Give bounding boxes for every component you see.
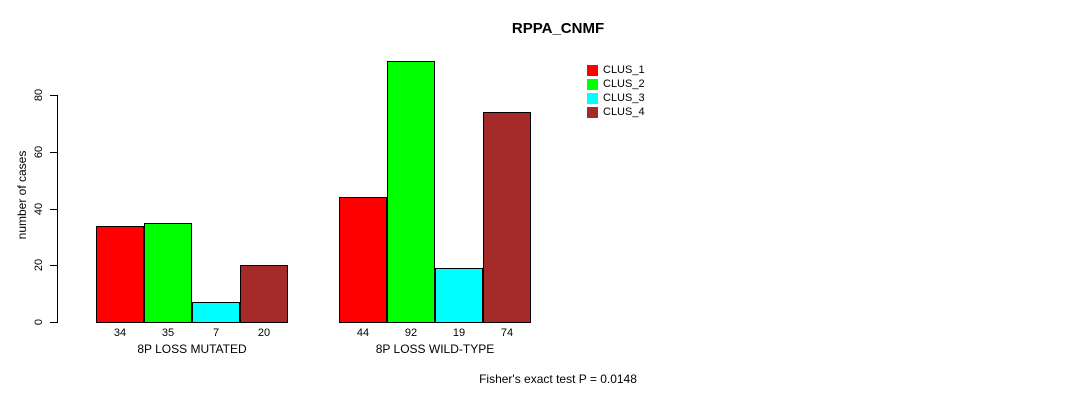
y-axis-tick-label: 40 [33, 202, 45, 216]
legend-label: CLUS_4 [603, 106, 645, 118]
bar-value-label: 74 [500, 327, 514, 339]
y-axis-tick-label: 20 [33, 258, 45, 272]
legend-item-clus_1: CLUS_1 [587, 65, 645, 76]
legend-item-clus_4: CLUS_4 [587, 107, 645, 118]
bar-value-label: 35 [161, 327, 175, 339]
legend-swatch-icon [587, 65, 598, 76]
bar-value-label: 20 [257, 327, 271, 339]
bar-clus_4-1 [240, 265, 288, 323]
legend-swatch-icon [587, 107, 598, 118]
y-axis-title: number of cases [15, 150, 29, 240]
bar-clus_3-1 [192, 302, 240, 323]
bar-value-label: 34 [113, 327, 127, 339]
bar-clus_2-2 [387, 61, 435, 323]
bar-value-label: 7 [212, 327, 220, 339]
bar-value-label: 44 [356, 327, 370, 339]
y-axis-tick-label: 80 [33, 88, 45, 102]
chart-title: RPPA_CNMF [511, 20, 605, 37]
category-label: 8P LOSS WILD-TYPE [375, 342, 495, 356]
legend: CLUS_1 CLUS_2 CLUS_3 CLUS_4 [587, 65, 645, 121]
y-axis-tick [50, 265, 58, 266]
bar-value-label: 19 [452, 327, 466, 339]
bar-clus_2-1 [144, 223, 192, 323]
bar-clus_1-2 [339, 197, 387, 323]
fisher-test-annotation: Fisher's exact test P = 0.0148 [479, 372, 637, 386]
legend-swatch-icon [587, 79, 598, 90]
bar-clus_3-2 [435, 268, 483, 323]
legend-label: CLUS_3 [603, 92, 645, 104]
y-axis-tick [50, 209, 58, 210]
bar-clus_1-1 [96, 226, 144, 323]
legend-item-clus_3: CLUS_3 [587, 93, 645, 104]
y-axis-tick-label: 0 [33, 318, 45, 326]
legend-label: CLUS_1 [603, 64, 645, 76]
legend-label: CLUS_2 [603, 78, 645, 90]
category-label: 8P LOSS MUTATED [137, 342, 247, 356]
legend-swatch-icon [587, 93, 598, 104]
y-axis-tick-label: 60 [33, 145, 45, 159]
legend-item-clus_2: CLUS_2 [587, 79, 645, 90]
y-axis-tick [50, 95, 58, 96]
y-axis-tick [50, 152, 58, 153]
y-axis-tick [50, 322, 58, 323]
bar-clus_4-2 [483, 112, 531, 323]
bar-value-label: 92 [404, 327, 418, 339]
